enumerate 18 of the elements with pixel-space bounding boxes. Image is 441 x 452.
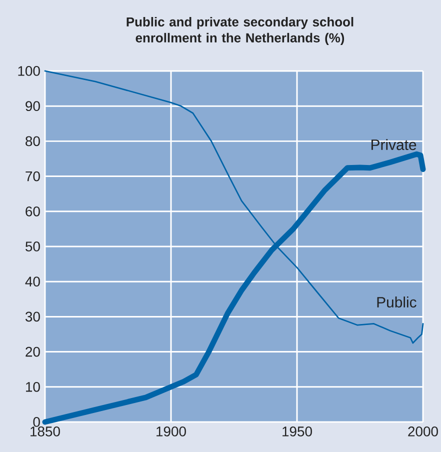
x-tick-label: 1900 [156, 426, 186, 436]
y-tick-label: 90 [26, 101, 40, 112]
y-tick-label: 100 [18, 66, 40, 76]
y-tick-label: 70 [26, 171, 40, 182]
y-tick-label: 60 [26, 206, 40, 216]
series-label: Private [372, 139, 416, 150]
y-tick-label: 10 [26, 382, 40, 392]
y-tick-label: 80 [26, 136, 40, 146]
y-tick-label: 0 [33, 417, 40, 427]
y-tick-label: 30 [25, 312, 40, 322]
chart-title: Public and private secondary school enrollment in the Netherlands (%) [126, 16, 354, 46]
y-tick-label: 20 [26, 346, 40, 357]
x-tick-label: 1950 [282, 426, 312, 436]
y-tick-label: 40 [25, 276, 40, 287]
y-tick-label: 50 [26, 242, 40, 252]
x-tick-label: 2000 [408, 426, 438, 436]
series-label: Public [377, 296, 416, 308]
x-tick-label: 1850 [30, 426, 60, 436]
